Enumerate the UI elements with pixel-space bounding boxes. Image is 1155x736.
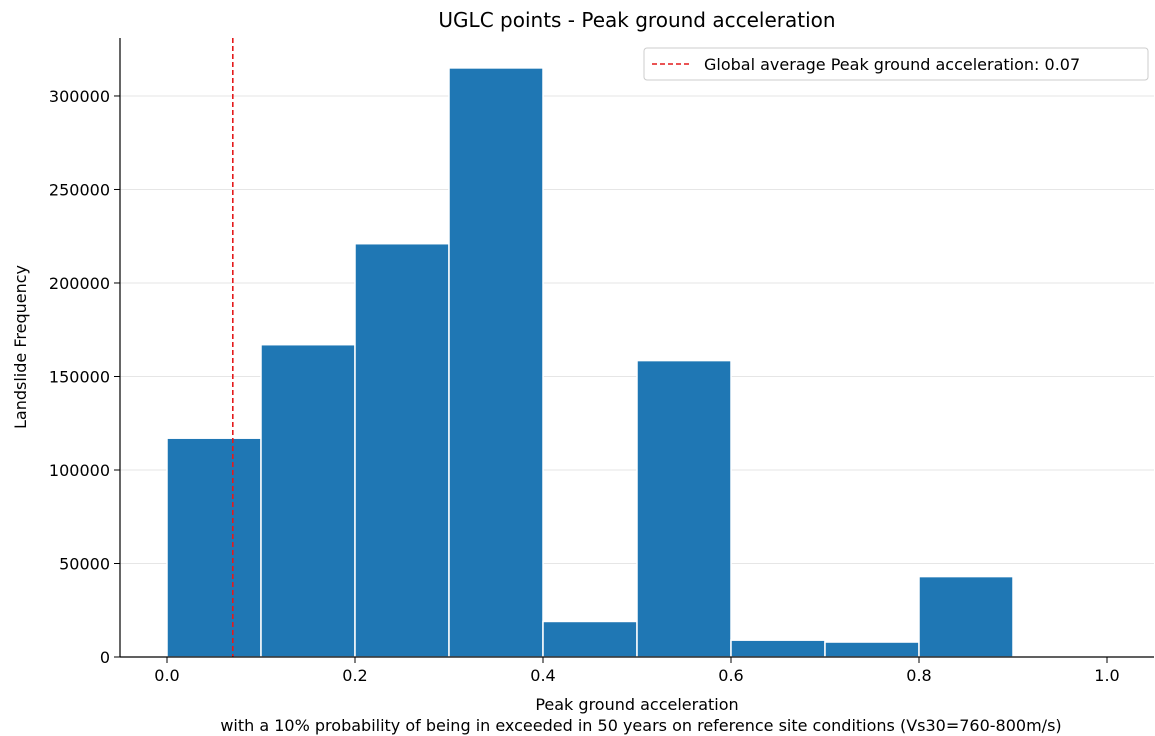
y-tick-label: 0 [100, 648, 110, 667]
histogram-bar [636, 359, 732, 658]
histogram-bar [730, 639, 826, 658]
x-axis-label-line1: Peak ground acceleration [535, 695, 738, 714]
y-tick-label: 50000 [59, 554, 110, 573]
histogram-bar [918, 575, 1014, 658]
y-ticks: 0 50000 100000 150000 200000 250000 300000 [49, 87, 120, 667]
histogram-bar [260, 343, 356, 658]
x-tick-label: 0.2 [342, 666, 367, 685]
y-tick-label: 250000 [49, 180, 110, 199]
histogram-bar [448, 67, 544, 658]
histogram-bar [166, 437, 262, 658]
x-axis-label-line2: with a 10% probability of being in excee… [220, 716, 1061, 735]
x-tick-label: 0.4 [530, 666, 555, 685]
bars [166, 67, 1014, 658]
y-tick-label: 150000 [49, 367, 110, 386]
legend-label: Global average Peak ground acceleration:… [704, 55, 1080, 74]
histogram-bar [542, 620, 638, 658]
y-tick-label: 300000 [49, 87, 110, 106]
y-tick-label: 100000 [49, 461, 110, 480]
x-tick-label: 0.0 [154, 666, 179, 685]
legend-box [643, 47, 1149, 81]
legend: Global average Peak ground acceleration:… [643, 47, 1149, 81]
x-tick-label: 0.8 [906, 666, 931, 685]
axes [119, 38, 1154, 658]
x-ticks: 0.0 0.2 0.4 0.6 0.8 1.0 [154, 657, 1120, 685]
histogram-bar [824, 641, 920, 658]
chart-title: UGLC points - Peak ground acceleration [438, 8, 835, 32]
y-tick-label: 200000 [49, 274, 110, 293]
histogram-bar [354, 242, 450, 658]
y-axis-label: Landslide Frequency [11, 265, 30, 429]
x-tick-label: 0.6 [718, 666, 743, 685]
x-tick-label: 1.0 [1094, 666, 1119, 685]
